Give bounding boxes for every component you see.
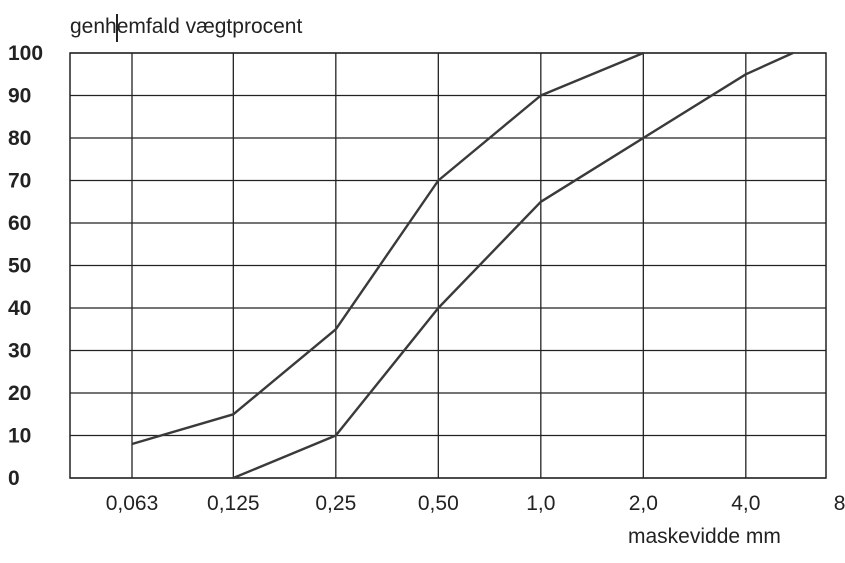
y-tick-label: 20: [8, 382, 31, 405]
y-tick-label: 100: [8, 42, 43, 65]
x-axis-title: maskevidde mm: [628, 525, 781, 548]
y-tick-label: 90: [8, 85, 31, 108]
y-tick-label: 40: [8, 297, 31, 320]
y-tick-label: 70: [8, 170, 31, 193]
upper-grading-curve: [131, 51, 644, 446]
y-tick-label: 30: [8, 340, 31, 363]
y-tick-label: 50: [8, 255, 31, 278]
x-tick-label: 0,125: [207, 492, 260, 515]
x-tick-label: 4,0: [731, 492, 760, 515]
lower-grading-curve: [232, 51, 794, 480]
x-tick-label: 0,063: [106, 492, 159, 515]
y-tick-label: 60: [8, 212, 31, 235]
y-axis-title: genhemfald vægtprocent: [70, 15, 303, 38]
text-cursor: [116, 14, 118, 42]
x-tick-label: 0,50: [418, 492, 459, 515]
x-tick-label: 1,0: [526, 492, 555, 515]
plot-frame: [69, 52, 827, 479]
y-tick-label: 80: [8, 127, 31, 150]
x-tick-label: 2,0: [629, 492, 658, 515]
y-tick-label: 10: [8, 425, 31, 448]
x-tick-label: 8,0: [834, 492, 845, 515]
y-tick-label: 0: [8, 467, 20, 490]
x-tick-label: 0,25: [315, 492, 356, 515]
